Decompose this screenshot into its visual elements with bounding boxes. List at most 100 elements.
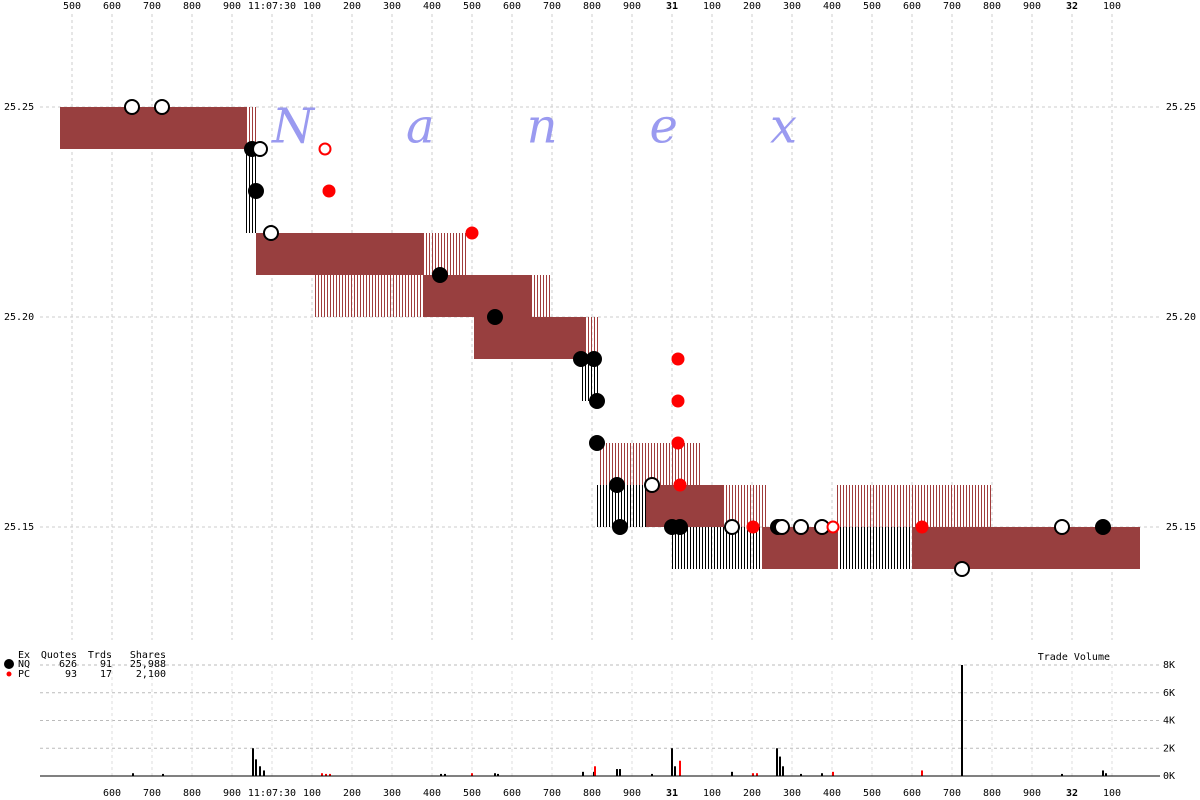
volume-bar bbox=[582, 771, 584, 776]
volume-bar bbox=[255, 759, 257, 776]
volume-bar bbox=[494, 773, 496, 776]
x-tick-label: 31 bbox=[666, 788, 678, 799]
watermark: Nanex bbox=[271, 99, 889, 155]
x-tick-label: 900 bbox=[623, 788, 641, 799]
volume-bar bbox=[444, 773, 446, 776]
x-tick-label: 700 bbox=[543, 788, 561, 799]
x-tick-label: 800 bbox=[583, 788, 601, 799]
trade bbox=[252, 141, 268, 157]
trade bbox=[573, 351, 589, 367]
x-tick-label: 700 bbox=[543, 1, 561, 12]
quote-band bbox=[646, 485, 723, 527]
volume-bar bbox=[776, 748, 778, 776]
volume-bar bbox=[259, 766, 261, 776]
table-cell: NQ bbox=[18, 659, 30, 670]
volume-bar bbox=[782, 766, 784, 776]
x-tick-label: 400 bbox=[823, 788, 841, 799]
volume-bar bbox=[162, 773, 164, 776]
y-tick-label: 6K bbox=[1163, 688, 1175, 699]
x-tick-label: 300 bbox=[783, 788, 801, 799]
x-tick-label: 800 bbox=[183, 788, 201, 799]
volume-bar bbox=[800, 773, 802, 776]
x-tick-label: 600 bbox=[903, 788, 921, 799]
quote-band bbox=[582, 359, 600, 401]
volume-bar bbox=[832, 771, 834, 776]
trade bbox=[432, 267, 448, 283]
quote-band bbox=[246, 107, 256, 149]
x-tick-label: 900 bbox=[1023, 788, 1041, 799]
volume-bar bbox=[674, 766, 676, 776]
volume-bar bbox=[321, 773, 323, 776]
trade bbox=[589, 435, 605, 451]
table-header: Trds bbox=[88, 650, 112, 661]
x-tick-label: 11:07:30 bbox=[248, 788, 296, 799]
trade bbox=[154, 99, 170, 115]
x-tick-label: 300 bbox=[383, 788, 401, 799]
volume-bar bbox=[325, 773, 327, 776]
x-tick-label: 200 bbox=[743, 1, 761, 12]
x-tick-label: 500 bbox=[63, 1, 81, 12]
x-tick-label: 700 bbox=[943, 788, 961, 799]
trade bbox=[672, 519, 688, 535]
volume-bar bbox=[821, 773, 823, 776]
quote-band bbox=[60, 107, 246, 149]
table-cell: 626 bbox=[59, 659, 77, 670]
x-tick-label: 100 bbox=[303, 788, 321, 799]
x-tick-label: 32 bbox=[1066, 1, 1078, 12]
volume-bar bbox=[132, 773, 134, 776]
table-header: Shares bbox=[130, 650, 166, 661]
trade bbox=[671, 352, 685, 366]
volume-bar bbox=[252, 748, 254, 776]
x-tick-label: 600 bbox=[503, 788, 521, 799]
y-tick-label: 0K bbox=[1163, 771, 1175, 782]
x-tick-label: 200 bbox=[343, 1, 361, 12]
y-tick-label: 8K bbox=[1163, 660, 1175, 671]
x-tick-label: 200 bbox=[343, 788, 361, 799]
x-tick-label: 700 bbox=[143, 788, 161, 799]
x-tick-label: 900 bbox=[1023, 1, 1041, 12]
volume-title: Trade Volume bbox=[1038, 652, 1110, 663]
x-tick-label: 11:07:30 bbox=[248, 1, 296, 12]
x-tick-label: 700 bbox=[943, 1, 961, 12]
trade bbox=[322, 184, 336, 198]
volume-bar bbox=[679, 760, 681, 776]
x-tick-label: 300 bbox=[783, 1, 801, 12]
trade bbox=[1095, 519, 1111, 535]
y-tick-label: 25.15 bbox=[4, 522, 34, 533]
trade bbox=[724, 519, 740, 535]
trade bbox=[1054, 519, 1070, 535]
table-cell: PC bbox=[18, 669, 30, 680]
quote-band bbox=[423, 233, 468, 275]
x-tick-label: 100 bbox=[1103, 788, 1121, 799]
volume-bar bbox=[752, 773, 754, 776]
x-tick-label: 600 bbox=[103, 788, 121, 799]
trade bbox=[673, 478, 687, 492]
volume-bar bbox=[671, 748, 673, 776]
volume-bar bbox=[329, 773, 331, 776]
trade bbox=[793, 519, 809, 535]
trade bbox=[465, 226, 479, 240]
x-tick-label: 100 bbox=[703, 788, 721, 799]
volume-bar bbox=[1105, 773, 1107, 776]
quote-band bbox=[531, 275, 552, 317]
volume-bar bbox=[651, 773, 653, 776]
trade bbox=[915, 520, 929, 534]
x-tick-label: 600 bbox=[503, 1, 521, 12]
volume-bar bbox=[497, 773, 499, 776]
trade bbox=[609, 477, 625, 493]
x-tick-label: 400 bbox=[423, 788, 441, 799]
x-tick-label: 800 bbox=[983, 788, 1001, 799]
x-tick-label: 700 bbox=[143, 1, 161, 12]
quote-band bbox=[838, 527, 912, 569]
table-cell: 17 bbox=[100, 669, 112, 680]
y-tick-label: 2K bbox=[1163, 743, 1175, 754]
volume-bar bbox=[961, 665, 963, 776]
volume-bar bbox=[471, 773, 473, 776]
trade bbox=[671, 394, 685, 408]
table-cell: 93 bbox=[65, 669, 77, 680]
x-tick-label: 900 bbox=[223, 788, 241, 799]
trade bbox=[487, 309, 503, 325]
volume-bar bbox=[616, 769, 618, 776]
trade bbox=[589, 393, 605, 409]
